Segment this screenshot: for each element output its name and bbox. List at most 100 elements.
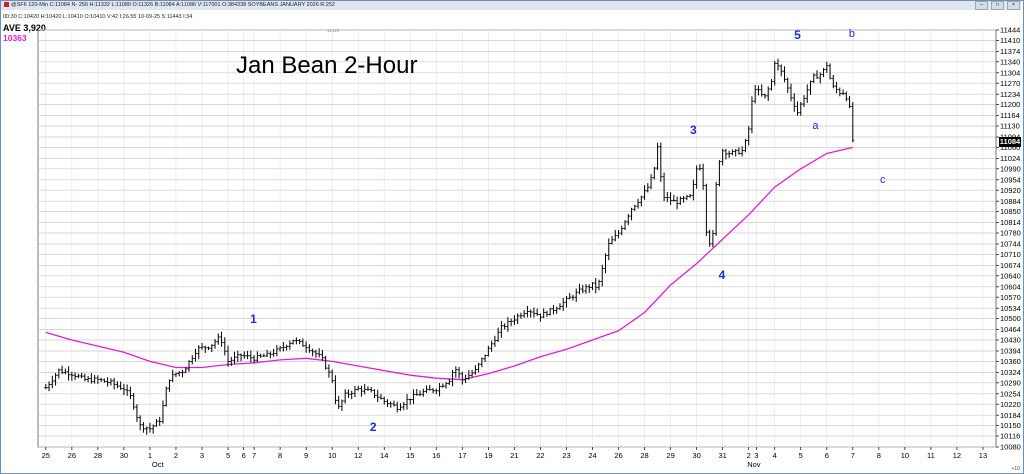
x-tick-label: 3 xyxy=(200,451,204,460)
y-tick-label: 10990 xyxy=(1000,164,1021,173)
y-tick-label: 10080 xyxy=(1000,443,1021,452)
y-tick-label: 11024 xyxy=(1000,154,1020,163)
symbol-color-icon xyxy=(4,2,9,8)
x-tick-label: 4 xyxy=(773,451,777,460)
x-tick-label: 17 xyxy=(458,451,466,460)
x-tick-label: 16 xyxy=(432,451,440,460)
wave-label: 4 xyxy=(718,267,726,282)
x-tick-label: 29 xyxy=(666,451,674,460)
y-tick-label: 11444 xyxy=(1000,26,1020,35)
x-tick-label: 6 xyxy=(242,451,246,460)
y-tick-label: 11270 xyxy=(1000,79,1020,88)
y-tick-label: 10954 xyxy=(1000,175,1021,184)
y-tick-label: 11410 xyxy=(1000,36,1020,45)
y-tick-label: 10710 xyxy=(1000,250,1021,259)
x-tick-label: 28 xyxy=(640,451,648,460)
month-label: Nov xyxy=(747,460,761,469)
x-tick-label: 10 xyxy=(901,451,909,460)
x-tick-label: 28 xyxy=(94,451,102,460)
wave-label: 2 xyxy=(369,420,377,435)
x-tick-label: 1 xyxy=(148,451,152,460)
y-tick-label: 11340 xyxy=(1000,57,1020,66)
x-tick-label: 23 xyxy=(562,451,570,460)
y-tick-label: 11130 xyxy=(1000,122,1020,131)
y-tick-label: 10534 xyxy=(1000,304,1021,313)
y-tick-label: 10184 xyxy=(1000,411,1021,420)
x-tick-label: 30 xyxy=(692,451,700,460)
y-tick-label: 11374 xyxy=(1000,47,1020,56)
status-bar: @SF6 120-Min C:11084 N- 256 H:11332 L:11… xyxy=(1,1,1021,10)
x-tick-label: 26 xyxy=(68,451,76,460)
x-tick-label: 11 xyxy=(927,451,935,460)
corner-label: +10 xyxy=(1011,466,1020,472)
y-tick-label: 10254 xyxy=(1000,389,1021,398)
y-tick-label: 10920 xyxy=(1000,186,1021,195)
minimize-button[interactable]: – xyxy=(975,1,988,10)
y-tick-label: 10116 xyxy=(1000,432,1020,441)
x-tick-label: 22 xyxy=(536,451,544,460)
plot-area xyxy=(37,29,997,448)
month-label: Oct xyxy=(152,460,165,469)
x-tick-label: 26 xyxy=(614,451,622,460)
status-text: @SF6 120-Min C:11084 N- 256 H:11332 L:11… xyxy=(11,2,335,8)
wave-label: a xyxy=(812,119,819,132)
x-tick-label: 12 xyxy=(354,451,362,460)
x-tick-label: 21 xyxy=(510,451,518,460)
y-tick-label: 10674 xyxy=(1000,261,1021,270)
y-tick-label: 10884 xyxy=(1000,197,1021,206)
x-tick-label: 31 xyxy=(718,451,726,460)
wave-label: 3 xyxy=(690,122,697,137)
y-tick-label: 10814 xyxy=(1000,218,1021,227)
y-tick-label: 10464 xyxy=(1000,325,1021,334)
x-tick-label: 13 xyxy=(979,451,987,460)
x-tick-label: 15 xyxy=(406,451,414,460)
study-value: 10363 xyxy=(3,33,27,43)
close-button[interactable]: × xyxy=(1007,1,1020,10)
x-tick-label: 9 xyxy=(304,451,308,460)
wave-label: b xyxy=(848,28,855,41)
y-tick-label: 11200 xyxy=(1000,100,1020,109)
x-tick-label: 2 xyxy=(747,451,751,460)
wave-label: 5 xyxy=(794,28,801,43)
y-tick-label: 10744 xyxy=(1000,240,1021,249)
y-tick-label: 10324 xyxy=(1000,368,1021,377)
y-tick-label: 10570 xyxy=(1000,293,1021,302)
last-price-badge: 11084 xyxy=(999,137,1021,147)
x-tick-label: 5 xyxy=(799,451,803,460)
x-tick-label: 30 xyxy=(120,451,128,460)
maximize-button[interactable]: □ xyxy=(991,1,1004,10)
x-tick-label: 25 xyxy=(42,451,50,460)
x-tick-label: 19 xyxy=(484,451,492,460)
x-tick-label: 24 xyxy=(588,451,596,460)
x-tick-label: 2 xyxy=(174,451,178,460)
x-tick-label: 14 xyxy=(380,451,388,460)
window-controls: – □ × xyxy=(975,1,1020,10)
x-tick-label: 12 xyxy=(953,451,961,460)
x-tick-label: 7 xyxy=(252,451,256,460)
y-tick-label: 10360 xyxy=(1000,357,1021,366)
x-tick-label: 8 xyxy=(877,451,881,460)
y-tick-label: 11304 xyxy=(1000,68,1020,77)
x-tick-label: 5 xyxy=(226,451,230,460)
y-tick-label: 10604 xyxy=(1000,282,1021,291)
y-tick-label: 10850 xyxy=(1000,207,1021,216)
y-tick-label: 11234 xyxy=(1000,90,1020,99)
wave-label: 1 xyxy=(250,312,257,327)
study-label: AVE 3,920 xyxy=(3,23,46,33)
y-tick-label: 10394 xyxy=(1000,347,1021,356)
y-tick-label: 10780 xyxy=(1000,229,1021,238)
chart-title: Jan Bean 2-Hour xyxy=(236,52,418,79)
quote-line: 00:30 C:10420 H:10420 L:10410 O:10410 V:… xyxy=(3,14,193,20)
y-tick-label: 10430 xyxy=(1000,336,1021,345)
y-tick-label: 11164 xyxy=(1000,111,1020,120)
x-tick-label: 3 xyxy=(754,451,758,460)
y-tick-label: 10290 xyxy=(1000,378,1021,387)
moving-average-line xyxy=(45,146,853,381)
x-tick-label: 7 xyxy=(851,451,855,460)
y-tick-label: 10220 xyxy=(1000,400,1021,409)
x-tick-label: 10 xyxy=(328,451,336,460)
y-tick-label: 10640 xyxy=(1000,271,1021,280)
x-tick-label: 6 xyxy=(825,451,829,460)
y-tick-label: 10150 xyxy=(1000,421,1021,430)
